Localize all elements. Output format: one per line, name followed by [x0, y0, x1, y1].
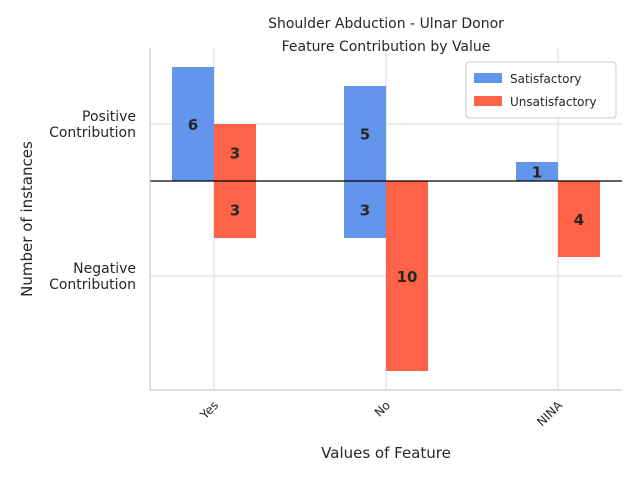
legend-label-satisfactory: Satisfactory: [510, 72, 582, 86]
bar-labels: 6 5 3 1 3 3 10 4: [188, 116, 584, 286]
y-tick-labels: Positive Contribution Negative Contribution: [49, 109, 136, 293]
chart-subtitle: Feature Contribution by Value: [282, 39, 491, 55]
bars: [172, 67, 600, 371]
y-axis-label: Number of instances: [18, 141, 36, 297]
x-tick-label-yes: Yes: [197, 398, 221, 422]
bar-value-label: 6: [188, 116, 198, 134]
bar-satisfactory-nina-positive: [516, 162, 558, 181]
bar-value-label: 4: [574, 211, 584, 229]
bar-value-label: 10: [397, 268, 418, 286]
bar-value-label: 1: [532, 164, 542, 182]
bar-value-label: 5: [360, 126, 370, 144]
x-axis-label: Values of Feature: [321, 444, 451, 462]
bar-unsatisfactory-yes-negative: [214, 181, 256, 238]
legend-swatch-unsatisfactory: [474, 96, 502, 106]
bar-unsatisfactory-no-negative: [386, 181, 428, 371]
x-tick-label-nina: NINA: [534, 398, 565, 429]
x-tick-labels: Yes No NINA: [197, 398, 566, 429]
bar-value-label: 3: [230, 202, 240, 220]
y-tick-label: Negative Contribution: [49, 261, 136, 293]
bar-satisfactory-no-positive: [344, 86, 386, 181]
chart-title: Shoulder Abduction - Ulnar Donor: [268, 16, 504, 32]
bar-satisfactory-no-negative: [344, 181, 386, 238]
bar-value-label: 3: [360, 202, 370, 220]
y-tick-label: Positive Contribution: [49, 109, 136, 141]
legend: Satisfactory Unsatisfactory: [465, 61, 617, 119]
bar-unsatisfactory-nina-negative: [558, 181, 600, 257]
legend-box: [465, 61, 617, 119]
bar-value-label: 3: [230, 145, 240, 163]
legend-label-unsatisfactory: Unsatisfactory: [510, 95, 597, 109]
axes-frame: [149, 48, 622, 391]
legend-swatch-satisfactory: [474, 73, 502, 83]
bar-satisfactory-yes-positive: [172, 67, 214, 181]
x-tick-label-no: No: [372, 398, 393, 419]
bar-unsatisfactory-yes-positive: [214, 124, 256, 181]
